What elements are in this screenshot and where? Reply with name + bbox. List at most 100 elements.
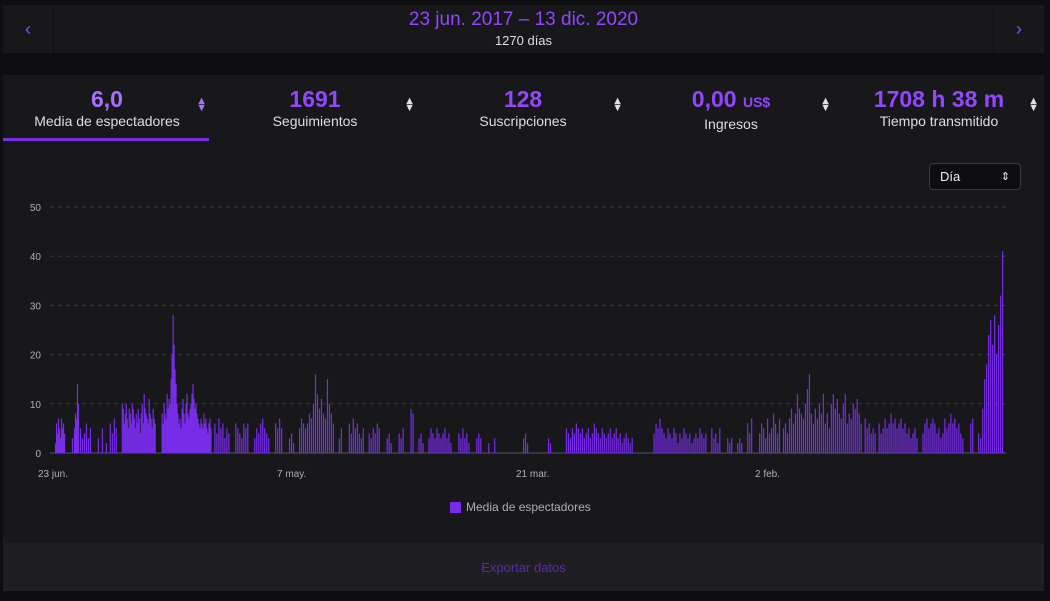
chart-bar [428, 438, 430, 453]
stat-tab-average-viewers[interactable]: 6,0 Media de espectadores ▲ ▼ [3, 75, 211, 143]
chart-bar [661, 428, 663, 453]
chart-bar [130, 423, 132, 453]
chart-bar [938, 428, 940, 453]
chart-bar [896, 428, 898, 453]
chart-bar [181, 408, 183, 453]
chart-bar [603, 433, 605, 453]
stat-tab-subscriptions[interactable]: 128 Suscripciones ▲ ▼ [419, 75, 627, 143]
legend-label: Media de espectadores [466, 500, 591, 514]
chart-bar [1000, 295, 1002, 453]
chart-bar [579, 433, 581, 453]
chart-bar [765, 438, 767, 453]
chart-bar [729, 443, 731, 453]
date-range-title[interactable]: 23 jun. 2017 – 13 dic. 2020 [408, 9, 639, 30]
chart-bar [677, 443, 679, 453]
chart-bar [842, 403, 844, 453]
chart-bar [360, 438, 362, 453]
chart-bar [763, 428, 765, 453]
chart-bar [199, 428, 201, 453]
chart-bar [201, 423, 203, 453]
granularity-select[interactable]: Día ⇕ [929, 163, 1021, 190]
chart-bar [673, 428, 675, 453]
chart-bar [368, 433, 370, 453]
chart-bar [210, 428, 212, 453]
chart-bar [354, 428, 356, 453]
chart-bar [318, 408, 321, 453]
chart-bar [115, 428, 117, 453]
stat-label: Media de espectadores [34, 113, 180, 129]
chart-bar [169, 403, 171, 453]
chart-bar [822, 393, 824, 453]
chart-legend[interactable]: Media de espectadores [450, 500, 591, 514]
chart-bar [784, 423, 787, 453]
chart-bar [912, 433, 914, 453]
chart-bar [154, 423, 156, 453]
chart-bar [207, 433, 209, 453]
chart-bar [808, 374, 811, 453]
chart-bar [258, 433, 260, 453]
chart-bar [860, 423, 862, 453]
y-tick-label: 30 [30, 301, 42, 312]
chart-bar [547, 438, 550, 453]
chart-bar [204, 423, 206, 453]
chart-bar [171, 354, 173, 453]
chart-bar [679, 433, 681, 453]
chart-bar [330, 413, 333, 453]
chart-bar [442, 433, 444, 453]
chart-bar [358, 433, 360, 453]
chart-bar [830, 403, 832, 453]
chart-bar [619, 433, 621, 453]
chart-bar [262, 418, 264, 453]
chart-bar [228, 433, 230, 453]
chart-bar [179, 418, 181, 453]
chart-bar [737, 443, 739, 453]
chart-bar [224, 438, 226, 453]
chart-bar [902, 428, 904, 453]
chart-bar [994, 315, 996, 453]
next-period-button[interactable]: › [993, 5, 1044, 53]
chart-bar [956, 428, 958, 453]
chart-bar [277, 428, 279, 453]
chart-bar [141, 403, 143, 453]
chart-bar [332, 423, 335, 453]
chart-bar [832, 393, 834, 453]
chart-bar [761, 423, 763, 453]
sort-arrows-icon[interactable]: ▲ ▼ [196, 95, 207, 114]
chart-bar [324, 418, 327, 453]
sort-arrows-icon[interactable]: ▲ ▼ [404, 95, 415, 114]
chart-bar [768, 433, 771, 453]
chart-bar [870, 433, 872, 453]
stat-tab-follows[interactable]: 1691 Seguimientos ▲ ▼ [211, 75, 419, 143]
chart-bar [168, 398, 170, 453]
chart-bar [143, 393, 145, 453]
sort-arrows-icon[interactable]: ▲ ▼ [612, 95, 623, 114]
chart-bar [162, 423, 164, 453]
chart-bar [527, 443, 529, 453]
chart-bar [494, 438, 496, 453]
stat-tab-time-streamed[interactable]: 1708 h 38 m Tiempo transmitido ▲ ▼ [835, 75, 1043, 143]
chart-bar [695, 433, 697, 453]
chart-bar [76, 384, 79, 453]
chart-bar [739, 438, 741, 453]
chart-bar [144, 408, 146, 453]
chart-bar [134, 428, 136, 453]
chart-bar [85, 423, 88, 453]
chart-bar [824, 423, 826, 453]
chart-bar [146, 418, 148, 453]
chart-bar [264, 428, 266, 453]
sort-arrows-icon[interactable]: ▲ ▼ [1028, 95, 1039, 114]
chart-bar [948, 423, 950, 453]
export-data-button[interactable]: Exportar datos [481, 559, 566, 575]
chart-bar [60, 418, 63, 453]
chart-bar [936, 433, 938, 453]
chart-bar [440, 438, 442, 453]
chart-bar [137, 408, 139, 453]
chart-bar [792, 423, 795, 453]
stats-panel: 6,0 Media de espectadores ▲ ▼ 1691 Seguim… [3, 75, 1044, 591]
stat-tab-revenue[interactable]: 0,00 US$ Ingresos ▲ ▼ [627, 75, 835, 143]
chart-bar [322, 413, 325, 453]
chart-bar [523, 438, 525, 453]
chart-bar [924, 423, 926, 453]
previous-period-button[interactable]: ‹ [3, 5, 54, 53]
sort-arrows-icon[interactable]: ▲ ▼ [820, 95, 831, 114]
